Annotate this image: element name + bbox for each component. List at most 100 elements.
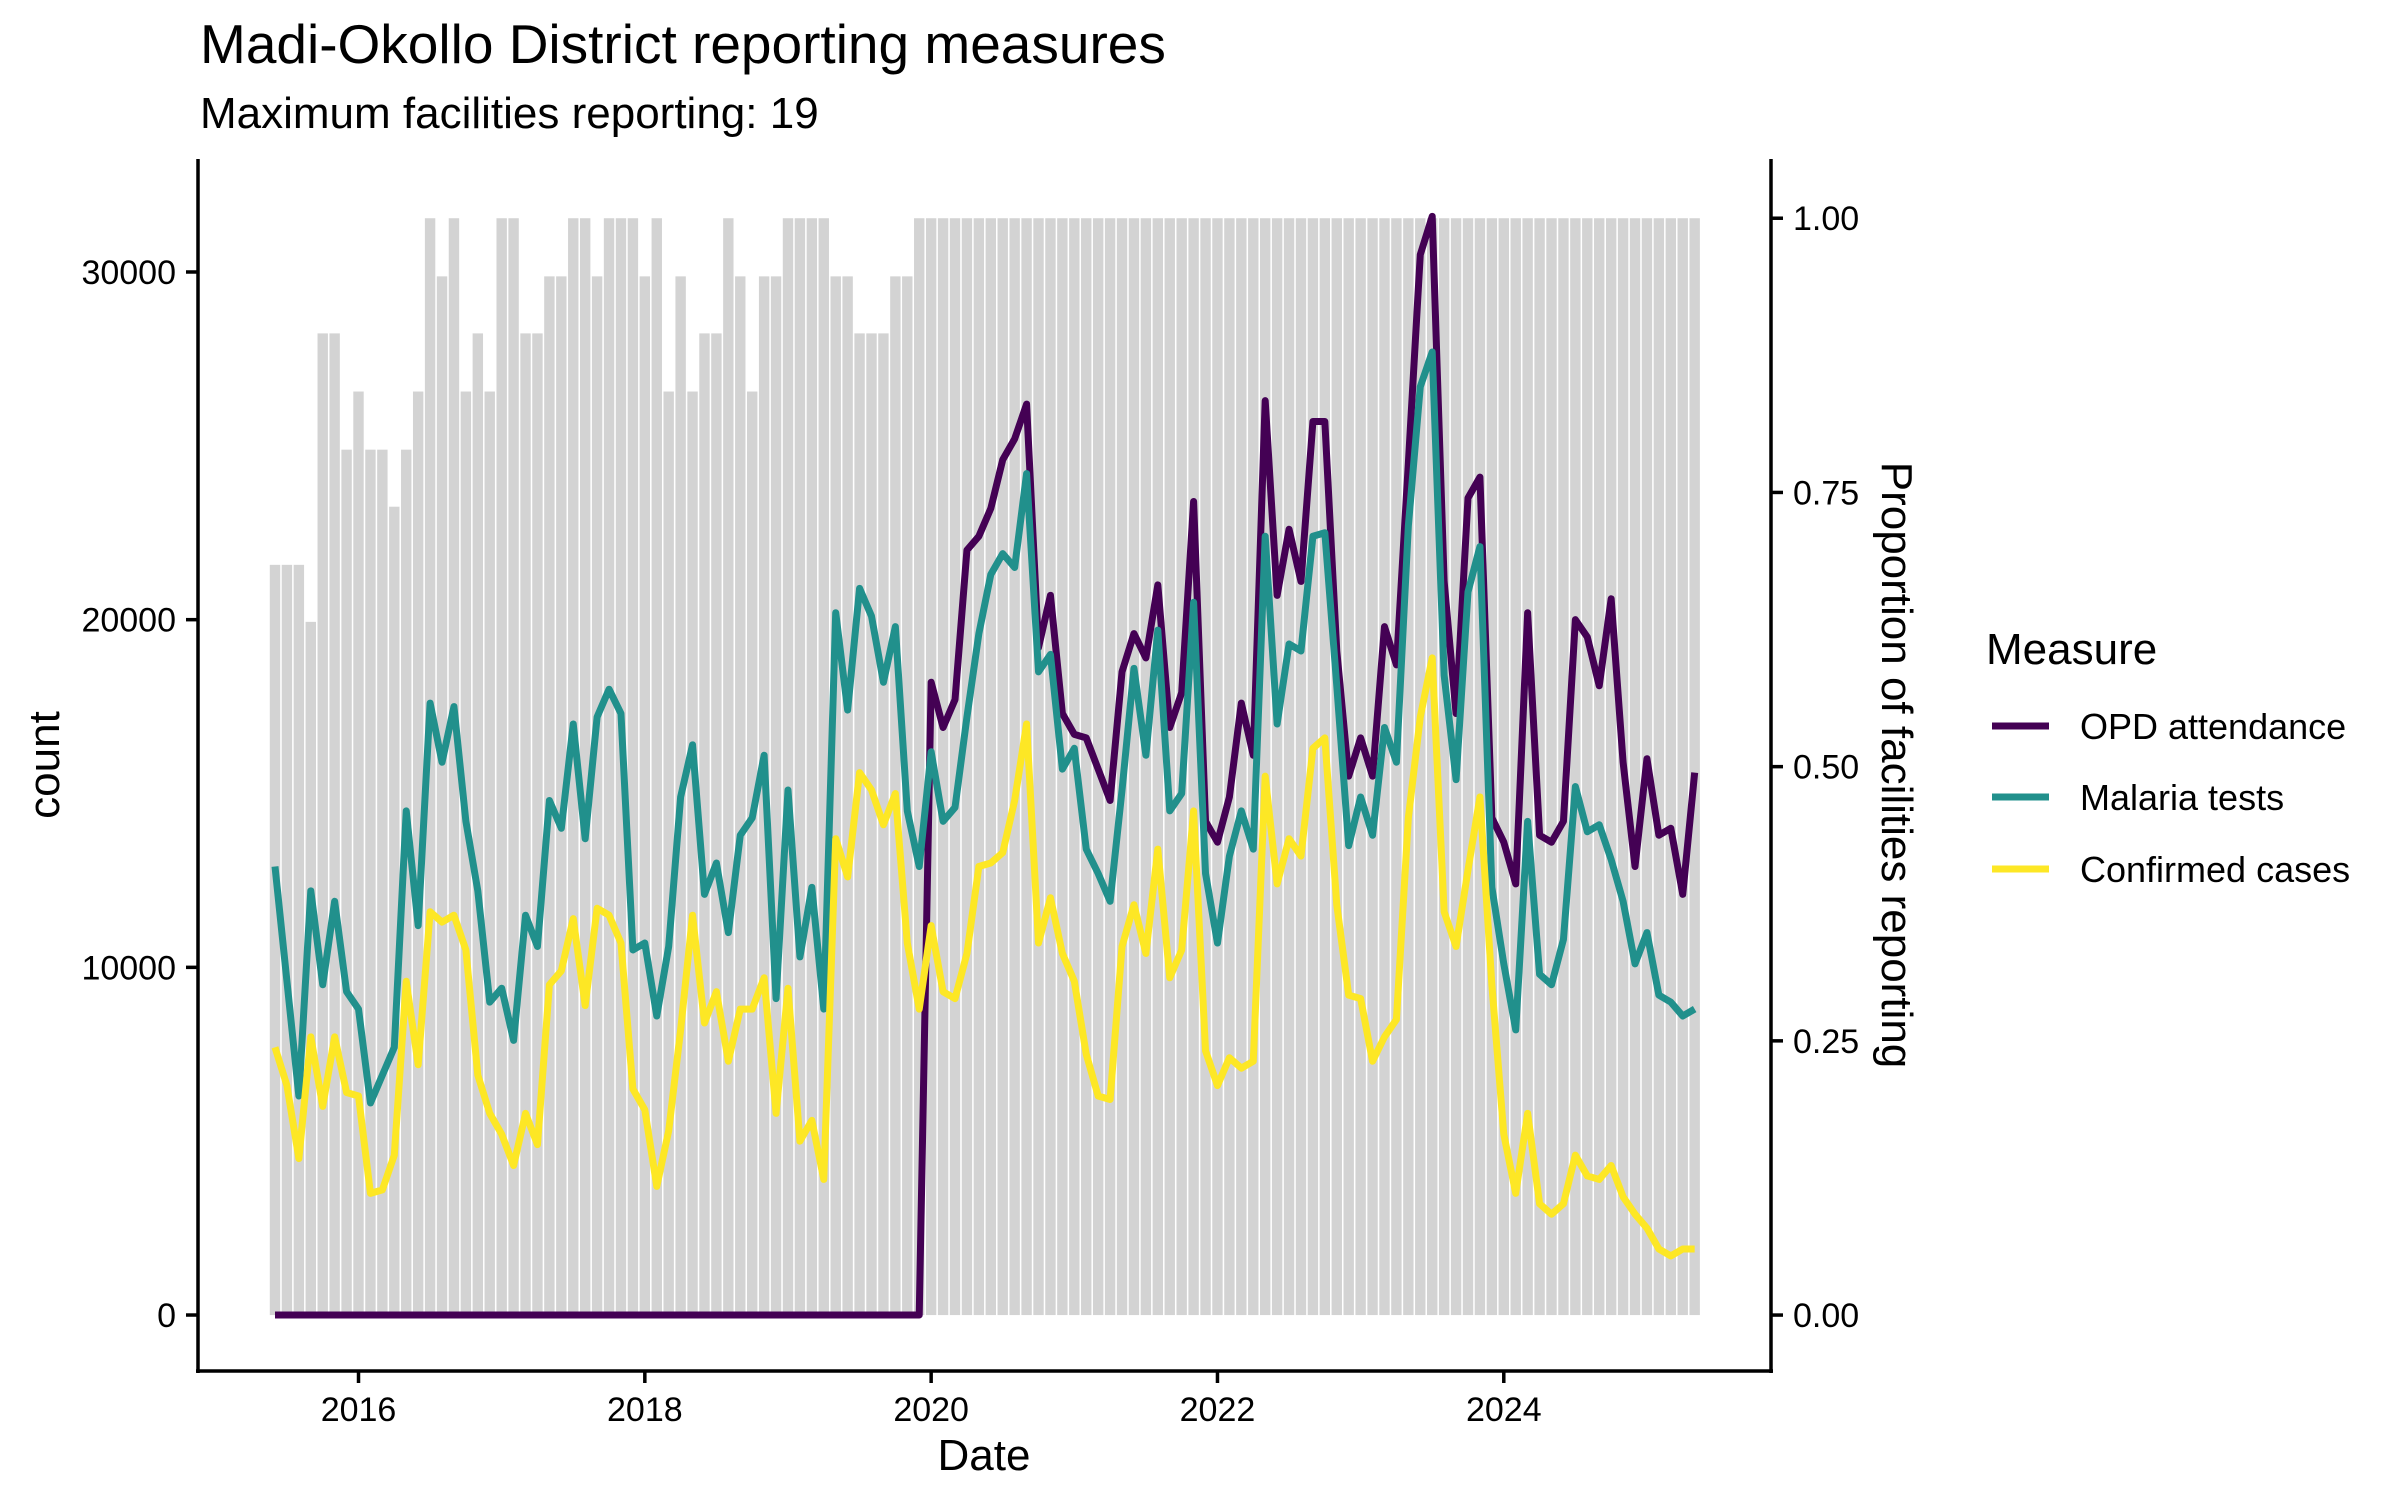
bar-2019-07 (854, 333, 865, 1316)
bar-2022-01 (1212, 218, 1223, 1316)
bar-2015-08 (293, 564, 305, 1316)
bar-2022-07 (1283, 218, 1295, 1316)
bar-2016-09 (448, 218, 460, 1316)
bar-2022-06 (1271, 218, 1283, 1316)
bar-2024-09 (1594, 218, 1605, 1316)
bar-2017-01 (496, 218, 507, 1316)
bar-2024-07 (1570, 218, 1581, 1316)
bar-2018-02 (651, 218, 662, 1316)
y2-tick-label: 1.00 (1793, 200, 1859, 238)
bar-2023-07 (1427, 218, 1438, 1316)
series-line-opd-attendance (275, 212, 1699, 1319)
bar-2020-05 (973, 218, 985, 1316)
bar-2019-05 (830, 276, 841, 1316)
bar-2016-01 (353, 391, 364, 1316)
y-tick-label: 30000 (81, 254, 176, 292)
bar-2016-04 (389, 506, 400, 1316)
y2-tick-label: 0.00 (1793, 1297, 1859, 1335)
bar-2020-02 (937, 218, 949, 1316)
bar-2025-05 (1689, 218, 1700, 1316)
y-axis-left-title: count (20, 711, 69, 819)
x-axis-ticks: 2016 2018 2020 2022 2024 (321, 1371, 1542, 1429)
bar-2020-08 (1009, 218, 1020, 1316)
bar-2023-05 (1403, 218, 1414, 1316)
bar-2019-06 (842, 276, 853, 1316)
bar-2016-03 (377, 449, 388, 1316)
bar-2022-05 (1259, 218, 1271, 1316)
bar-2023-01 (1355, 218, 1366, 1316)
bar-2018-01 (639, 276, 651, 1316)
bar-2020-07 (997, 218, 1008, 1316)
bar-2017-04 (532, 333, 543, 1316)
bar-2022-03 (1236, 218, 1247, 1316)
series-line-malaria-tests (271, 348, 1697, 1107)
legend-item-malaria-tests: Malaria tests (1992, 777, 2284, 818)
bar-2020-03 (949, 218, 961, 1316)
bar-2018-08 (723, 218, 734, 1316)
bar-2020-06 (985, 218, 996, 1316)
bar-2022-02 (1224, 218, 1235, 1316)
bar-2019-02 (794, 218, 806, 1316)
y2-tick-label: 0.50 (1793, 749, 1859, 787)
bar-2017-10 (603, 218, 615, 1316)
bar-2024-08 (1582, 218, 1593, 1316)
y-tick-label: 10000 (81, 949, 176, 987)
bar-2016-05 (401, 449, 412, 1316)
bar-2023-10 (1462, 218, 1474, 1316)
bar-2016-02 (365, 449, 376, 1316)
bar-2023-11 (1474, 218, 1486, 1316)
y2-tick-label: 0.75 (1793, 474, 1859, 512)
bar-2023-06 (1415, 218, 1426, 1316)
legend-item-confirmed-cases: Confirmed cases (1992, 849, 2350, 890)
bar-2017-08 (579, 218, 591, 1316)
bar-2015-11 (329, 333, 340, 1316)
bar-2024-03 (1522, 218, 1533, 1316)
bar-2017-09 (591, 276, 603, 1316)
legend-label-opd-attendance: OPD attendance (2080, 706, 2346, 747)
bar-2019-03 (806, 218, 818, 1316)
bar-2017-05 (544, 276, 555, 1316)
bar-2018-05 (687, 391, 698, 1316)
bar-2018-03 (663, 391, 674, 1316)
bar-2018-12 (770, 276, 782, 1316)
bar-2025-03 (1665, 218, 1677, 1316)
x-tick-label: 2016 (321, 1391, 397, 1429)
y-axis-right-title: Proportion of facilities reporting (1872, 462, 1921, 1069)
bar-2021-07 (1140, 218, 1152, 1316)
bar-2022-11 (1331, 218, 1342, 1316)
y-tick-label: 0 (157, 1297, 176, 1335)
bar-2016-08 (436, 276, 448, 1316)
bar-2016-06 (412, 391, 424, 1316)
legend: Measure OPD attendance Malaria tests Con… (1986, 625, 2350, 890)
bar-2022-08 (1295, 218, 1307, 1316)
bar-2025-02 (1653, 218, 1665, 1316)
bar-2015-06 (269, 564, 281, 1316)
legend-label-confirmed-cases: Confirmed cases (2080, 849, 2350, 890)
bar-2015-12 (341, 449, 352, 1316)
bar-2018-09 (735, 276, 746, 1316)
y-axis-right-ticks: 0.00 0.25 0.50 0.75 1.00 (1771, 200, 1859, 1335)
bar-2017-06 (556, 276, 567, 1316)
bar-2020-10 (1033, 218, 1044, 1316)
legend-title: Measure (1986, 625, 2157, 674)
bar-2021-11 (1188, 218, 1199, 1316)
bar-2017-03 (520, 333, 531, 1316)
bar-2023-08 (1438, 218, 1450, 1316)
bar-2019-01 (782, 218, 794, 1316)
x-tick-label: 2020 (893, 1391, 969, 1429)
bar-2017-02 (508, 218, 519, 1316)
bar-2025-04 (1677, 218, 1688, 1316)
facilities-reporting-bars (269, 218, 1700, 1316)
x-tick-label: 2024 (1466, 1391, 1542, 1429)
bar-2024-05 (1546, 218, 1557, 1316)
bar-2024-01 (1498, 218, 1509, 1316)
bar-2015-09 (305, 621, 316, 1316)
bar-2024-04 (1534, 218, 1545, 1316)
bar-2019-12 (914, 218, 925, 1316)
x-tick-label: 2022 (1180, 1391, 1256, 1429)
bar-2020-11 (1045, 218, 1056, 1316)
bar-2015-07 (281, 564, 293, 1316)
bar-2021-02 (1081, 218, 1092, 1316)
y-axis-left-ticks: 0 10000 20000 30000 (81, 254, 198, 1335)
